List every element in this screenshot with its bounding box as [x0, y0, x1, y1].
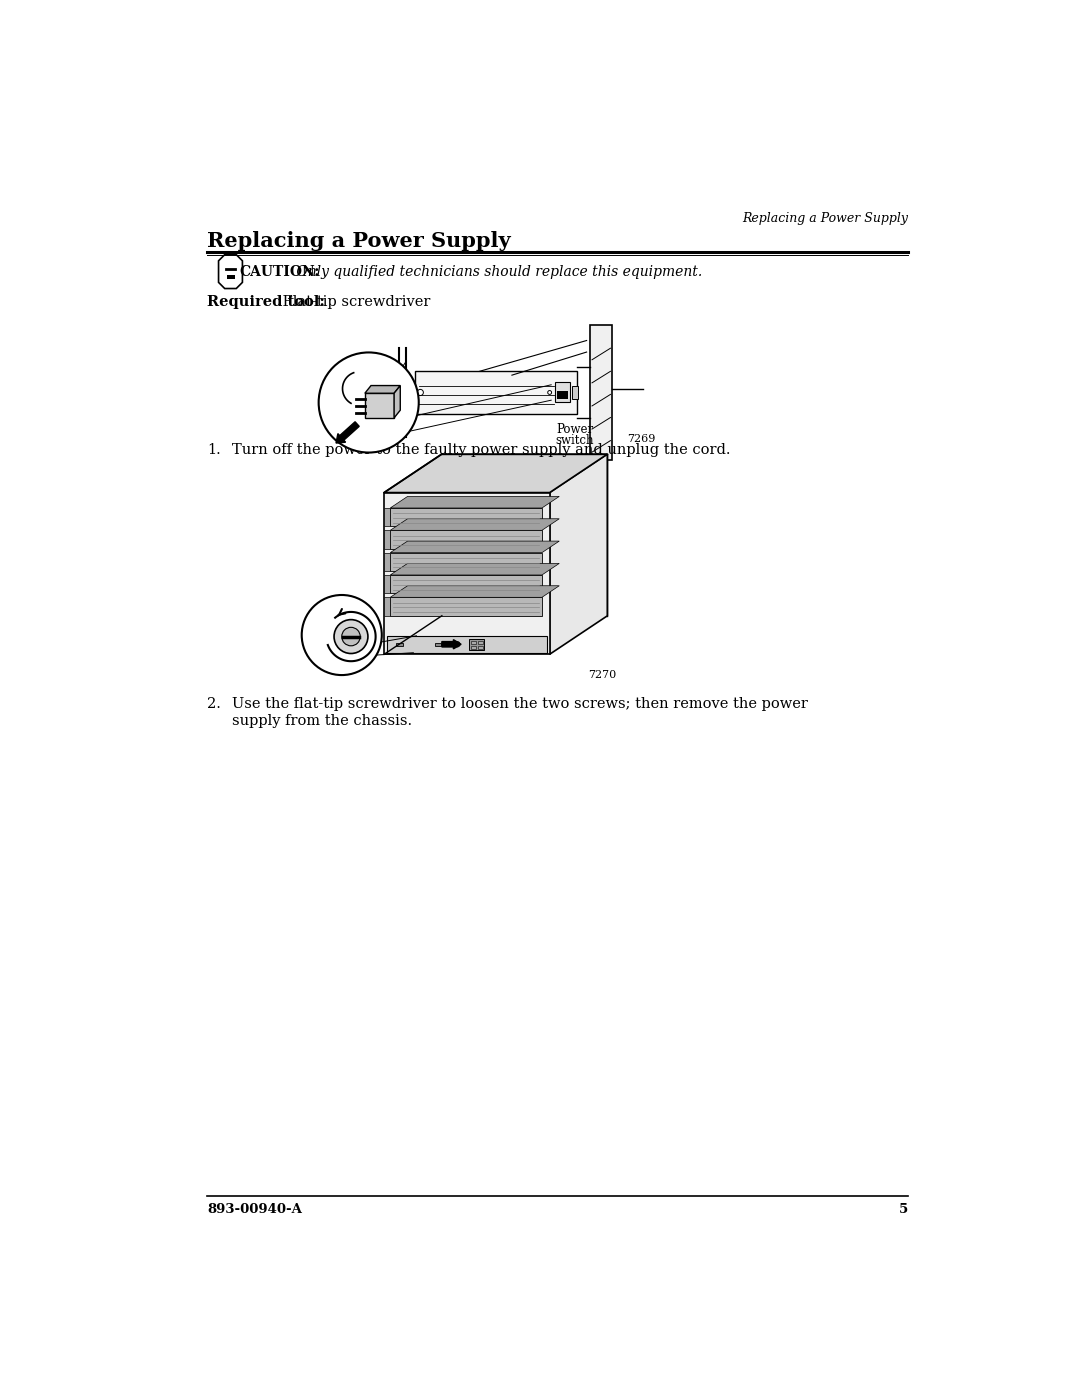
FancyBboxPatch shape [469, 638, 484, 651]
FancyBboxPatch shape [591, 326, 612, 460]
Text: switch: switch [556, 434, 594, 447]
Text: Required tool:: Required tool: [207, 295, 325, 309]
Circle shape [417, 390, 423, 395]
Text: Turn off the power to the faulty power supply and unplug the cord.: Turn off the power to the faulty power s… [231, 443, 730, 457]
FancyBboxPatch shape [478, 641, 483, 644]
Circle shape [319, 352, 419, 453]
Text: 7269: 7269 [626, 434, 656, 444]
Text: Only qualified technicians should replace this equipment.: Only qualified technicians should replac… [293, 265, 703, 279]
FancyBboxPatch shape [471, 641, 475, 644]
Text: Replacing a Power Supply: Replacing a Power Supply [742, 211, 907, 225]
Text: Power: Power [556, 423, 594, 436]
FancyBboxPatch shape [396, 643, 403, 645]
Text: CAUTION:: CAUTION: [240, 265, 320, 279]
FancyBboxPatch shape [227, 275, 235, 279]
Polygon shape [384, 454, 607, 493]
Polygon shape [550, 454, 607, 654]
FancyArrow shape [442, 640, 461, 648]
FancyBboxPatch shape [415, 372, 577, 414]
Circle shape [455, 641, 460, 647]
FancyBboxPatch shape [555, 383, 570, 402]
Polygon shape [390, 576, 542, 594]
Polygon shape [390, 518, 559, 531]
Polygon shape [384, 598, 390, 616]
Text: Flat-tip screwdriver: Flat-tip screwdriver [278, 295, 430, 309]
Polygon shape [394, 386, 401, 418]
Polygon shape [384, 553, 390, 571]
Polygon shape [384, 576, 390, 594]
Text: Replacing a Power Supply: Replacing a Power Supply [207, 231, 511, 251]
Text: supply from the chassis.: supply from the chassis. [231, 714, 411, 728]
Text: 1.: 1. [207, 443, 220, 457]
FancyBboxPatch shape [478, 645, 483, 648]
FancyBboxPatch shape [435, 643, 441, 645]
Text: 893-00940-A: 893-00940-A [207, 1203, 302, 1217]
FancyBboxPatch shape [572, 387, 578, 398]
FancyBboxPatch shape [387, 636, 546, 652]
Polygon shape [390, 585, 559, 598]
Polygon shape [365, 393, 394, 418]
Polygon shape [384, 493, 550, 654]
Circle shape [548, 391, 552, 394]
Polygon shape [390, 553, 542, 571]
Polygon shape [384, 531, 390, 549]
Circle shape [334, 620, 368, 654]
Circle shape [341, 627, 361, 645]
Text: 5: 5 [899, 1203, 907, 1217]
Polygon shape [390, 563, 559, 576]
Polygon shape [390, 541, 559, 553]
Polygon shape [384, 509, 390, 527]
FancyBboxPatch shape [557, 391, 568, 398]
Polygon shape [390, 509, 542, 527]
Polygon shape [365, 386, 401, 393]
Text: Use the flat-tip screwdriver to loosen the two screws; then remove the power: Use the flat-tip screwdriver to loosen t… [231, 697, 808, 711]
FancyBboxPatch shape [471, 645, 475, 648]
FancyArrow shape [336, 422, 360, 443]
Polygon shape [410, 384, 415, 400]
Polygon shape [390, 531, 542, 549]
Polygon shape [390, 496, 559, 509]
Polygon shape [390, 598, 542, 616]
Circle shape [301, 595, 382, 675]
Text: 2.: 2. [207, 697, 221, 711]
Text: 7270: 7270 [589, 669, 617, 680]
